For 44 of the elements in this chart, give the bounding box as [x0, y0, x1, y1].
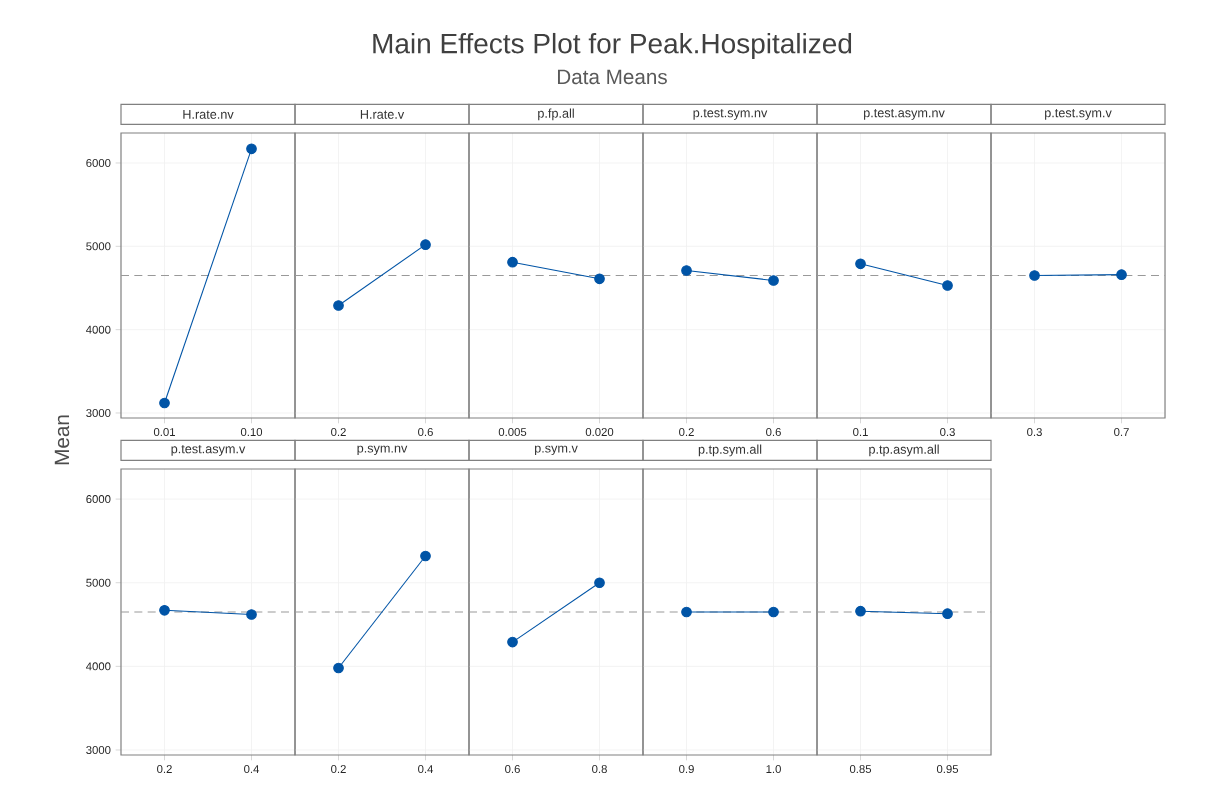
text: Main Effects Plot for Peak.Hospitalized: [373, 32, 852, 60]
x-tick-label: 0.4: [418, 765, 434, 774]
y-tick-label: 6000: [86, 495, 111, 504]
chart-title: p.sym.v: [535, 445, 578, 456]
x-tick-label: 0.95: [936, 765, 959, 774]
x-tick-label: 0.3: [940, 428, 955, 437]
x-tick-label: 0.6: [505, 765, 520, 774]
x-tick-label: 0.85: [849, 765, 872, 774]
x-tick-label: 0.2: [679, 428, 694, 437]
x-tick-label: 0.7: [1114, 428, 1129, 437]
text: Data Means: [557, 69, 667, 85]
chart-title: p.tp.sym.all: [698, 444, 762, 457]
chart-title: p.test.asym.v: [171, 444, 246, 456]
x-tick-label: 0.6: [766, 428, 781, 437]
x-tick-label: 0.2: [331, 428, 346, 437]
x-tick-label: 0.020: [585, 428, 614, 437]
x-tick-label: 0.3: [1027, 428, 1042, 437]
x-tick-label: 0.01: [153, 428, 175, 437]
y-tick-label: 4000: [86, 662, 111, 671]
chart-title: p.test.sym.nv: [693, 108, 768, 120]
x-tick-label: 0.2: [331, 765, 346, 774]
chart-title: p.fp.all: [538, 108, 574, 121]
x-tick-label: 0.6: [418, 428, 433, 437]
y-tick-label: 5000: [86, 242, 111, 251]
chart-title: p.tp.asym.all: [869, 444, 939, 457]
x-tick-label: 0.9: [679, 765, 694, 774]
text: Mean: [54, 415, 70, 465]
chart-title: H.rate.nv: [183, 109, 234, 119]
x-tick-label: 1.0: [766, 765, 781, 774]
x-tick-label: 0.8: [592, 765, 607, 774]
chart-title: p.sym.nv: [357, 445, 408, 456]
chart-title: p.test.asym.nv: [864, 108, 945, 120]
y-tick-label: 6000: [86, 158, 111, 167]
chart-title: p.test.sym.v: [1045, 108, 1112, 120]
y-tick-label: 3000: [86, 745, 111, 754]
x-tick-label: 0.4: [244, 765, 260, 774]
x-tick-label: 0.005: [498, 428, 527, 437]
y-tick-label: 4000: [86, 325, 111, 334]
x-tick-label: 0.1: [853, 428, 868, 437]
chart-title: H.rate.v: [360, 109, 405, 119]
y-tick-label: 5000: [86, 578, 111, 587]
x-tick-label: 0.2: [157, 765, 172, 774]
y-tick-label: 3000: [86, 408, 111, 417]
x-tick-label: 0.10: [240, 428, 263, 437]
